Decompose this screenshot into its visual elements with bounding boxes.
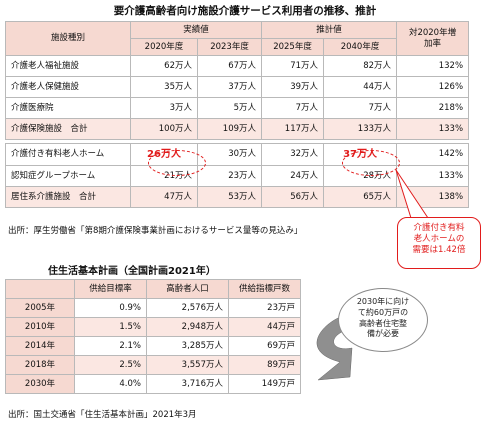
units-cell: 69万戸 bbox=[228, 336, 301, 356]
facility-name: 認知症グループホーム bbox=[5, 165, 131, 187]
value-cell: 32万人 bbox=[261, 143, 325, 166]
rate-cell: 126% bbox=[396, 76, 470, 98]
value-cell: 62万人 bbox=[130, 55, 198, 77]
facility-name: 介護医療院 bbox=[5, 97, 131, 119]
value-cell: 35万人 bbox=[130, 76, 198, 98]
value-cell: 65万人 bbox=[323, 186, 398, 208]
year-cell: 2005年 bbox=[5, 298, 75, 318]
rate-cell: 218% bbox=[396, 97, 470, 119]
facility-name: 介護老人保健施設 bbox=[5, 76, 131, 98]
rate-cell: 4.0% bbox=[74, 374, 147, 394]
rate-cell: 132% bbox=[396, 55, 470, 77]
highlight-circle bbox=[148, 150, 206, 176]
callout-line: 2030年に向け bbox=[356, 297, 410, 306]
housing-callout: 2030年に向け て約60万戸の 高齢者住宅整 備が必要 bbox=[338, 288, 428, 352]
table-total-row: 介護保険施設 合計 100万人 109万人 117万人 133万人 133% bbox=[5, 118, 470, 140]
table-row: 2018年 2.5% 3,557万人 89万戸 bbox=[5, 355, 301, 375]
header-year: 2020年度 bbox=[130, 38, 198, 56]
callout-line: 老人ホームの bbox=[413, 234, 465, 245]
table-total-row: 居住系介護施設 合計 47万人 53万人 56万人 65万人 138% bbox=[5, 186, 470, 208]
value-cell: 7万人 bbox=[323, 97, 398, 119]
highlight-circle bbox=[342, 150, 400, 176]
value-cell: 117万人 bbox=[261, 118, 325, 140]
value-cell: 53万人 bbox=[196, 186, 263, 208]
header-supply-units: 供給指標戸数 bbox=[228, 279, 301, 299]
value-cell: 3万人 bbox=[130, 97, 198, 119]
units-cell: 44万戸 bbox=[228, 317, 301, 337]
header-empty bbox=[5, 279, 75, 299]
value-cell: 24万人 bbox=[261, 165, 325, 187]
rate-cell: 0.9% bbox=[74, 298, 147, 318]
header-year: 2040年度 bbox=[323, 38, 398, 56]
value-cell: 71万人 bbox=[261, 55, 325, 77]
callout-line: 介護付き有料 bbox=[413, 223, 465, 233]
year-cell: 2014年 bbox=[5, 336, 75, 356]
table-row: 認知症グループホーム 21万人 23万人 24万人 28万人 133% bbox=[5, 165, 470, 187]
value-cell: 82万人 bbox=[323, 55, 398, 77]
table-row: 2014年 2.1% 3,285万人 69万戸 bbox=[5, 336, 301, 356]
value-cell: 5万人 bbox=[196, 97, 263, 119]
value-cell: 109万人 bbox=[196, 118, 263, 140]
pop-cell: 3,557万人 bbox=[146, 355, 229, 375]
year-cell: 2018年 bbox=[5, 355, 75, 375]
pop-cell: 3,716万人 bbox=[146, 374, 229, 394]
facility-name: 介護付き有料老人ホーム bbox=[5, 143, 131, 166]
value-cell: 44万人 bbox=[323, 76, 398, 98]
value-cell: 133万人 bbox=[323, 118, 398, 140]
header-estimate: 推計値 bbox=[261, 21, 398, 39]
table-row: 介護老人福祉施設 62万人 67万人 71万人 82万人 132% bbox=[5, 55, 470, 77]
pop-cell: 2,948万人 bbox=[146, 317, 229, 337]
value-cell: 23万人 bbox=[196, 165, 263, 187]
source-note-2: 出所：国土交通省「住生活基本計画」2021年3月 bbox=[8, 410, 197, 420]
source-note-1: 出所：厚生労働省「第8期介護保険事業計画におけるサービス量等の見込み」 bbox=[8, 226, 303, 236]
value-cell: 100万人 bbox=[130, 118, 198, 140]
housing-plan-table: 供給目標率 高齢者人口 供給指標戸数 2005年 0.9% 2,576万人 23… bbox=[5, 279, 301, 394]
pop-cell: 2,576万人 bbox=[146, 298, 229, 318]
callout-line: 備が必要 bbox=[367, 329, 399, 339]
value-cell: 37万人 bbox=[196, 76, 263, 98]
callout-line: 高齢者住宅整 bbox=[359, 318, 407, 328]
rate-cell: 138% bbox=[396, 186, 470, 208]
year-cell: 2030年 bbox=[5, 374, 75, 394]
units-cell: 23万戸 bbox=[228, 298, 301, 318]
facility-users-table: 施設種別 実績値 推計値 対2020年増加率 2020年度 2023年度 202… bbox=[5, 21, 470, 208]
pop-cell: 3,285万人 bbox=[146, 336, 229, 356]
value-cell: 7万人 bbox=[261, 97, 325, 119]
table-row: 2005年 0.9% 2,576万人 23万戸 bbox=[5, 298, 301, 318]
header-increase-rate: 対2020年増加率 bbox=[396, 21, 470, 56]
callout-line: 需要は1.42倍 bbox=[412, 245, 466, 256]
header-facility-type: 施設種別 bbox=[5, 21, 131, 56]
demand-callout: 介護付き有料 老人ホームの 需要は1.42倍 bbox=[397, 217, 481, 269]
table-row: 2030年 4.0% 3,716万人 149万戸 bbox=[5, 374, 301, 394]
header-supply-rate: 供給目標率 bbox=[74, 279, 147, 299]
header-year: 2023年度 bbox=[196, 38, 263, 56]
header-elderly-pop: 高齢者人口 bbox=[146, 279, 229, 299]
header-actual: 実績値 bbox=[129, 21, 263, 39]
units-cell: 149万戸 bbox=[228, 374, 301, 394]
rate-cell: 133% bbox=[396, 165, 470, 187]
table-row: 介護医療院 3万人 5万人 7万人 7万人 218% bbox=[5, 97, 470, 119]
year-cell: 2010年 bbox=[5, 317, 75, 337]
rate-cell: 133% bbox=[396, 118, 470, 140]
table1-title: 要介護高齢者向け施設介護サービス利用者の推移、推計 bbox=[113, 5, 377, 17]
value-cell: 67万人 bbox=[196, 55, 263, 77]
value-cell: 47万人 bbox=[130, 186, 198, 208]
rate-cell: 2.1% bbox=[74, 336, 147, 356]
units-cell: 89万戸 bbox=[228, 355, 301, 375]
table-row: 2010年 1.5% 2,948万人 44万戸 bbox=[5, 317, 301, 337]
facility-name: 介護保険施設 合計 bbox=[5, 118, 131, 140]
value-cell: 30万人 bbox=[196, 143, 263, 166]
rate-cell: 1.5% bbox=[74, 317, 147, 337]
value-cell: 39万人 bbox=[261, 76, 325, 98]
header-year: 2025年度 bbox=[261, 38, 325, 56]
facility-name: 居住系介護施設 合計 bbox=[5, 186, 131, 208]
rate-cell: 2.5% bbox=[74, 355, 147, 375]
value-cell: 56万人 bbox=[261, 186, 325, 208]
table-row: 介護老人保健施設 35万人 37万人 39万人 44万人 126% bbox=[5, 76, 470, 98]
rate-cell: 142% bbox=[396, 143, 470, 166]
facility-name: 介護老人福祉施設 bbox=[5, 55, 131, 77]
callout-line: て約60万戸の bbox=[357, 307, 409, 317]
table2-title: 住生活基本計画（全国計画2021年） bbox=[48, 266, 216, 277]
